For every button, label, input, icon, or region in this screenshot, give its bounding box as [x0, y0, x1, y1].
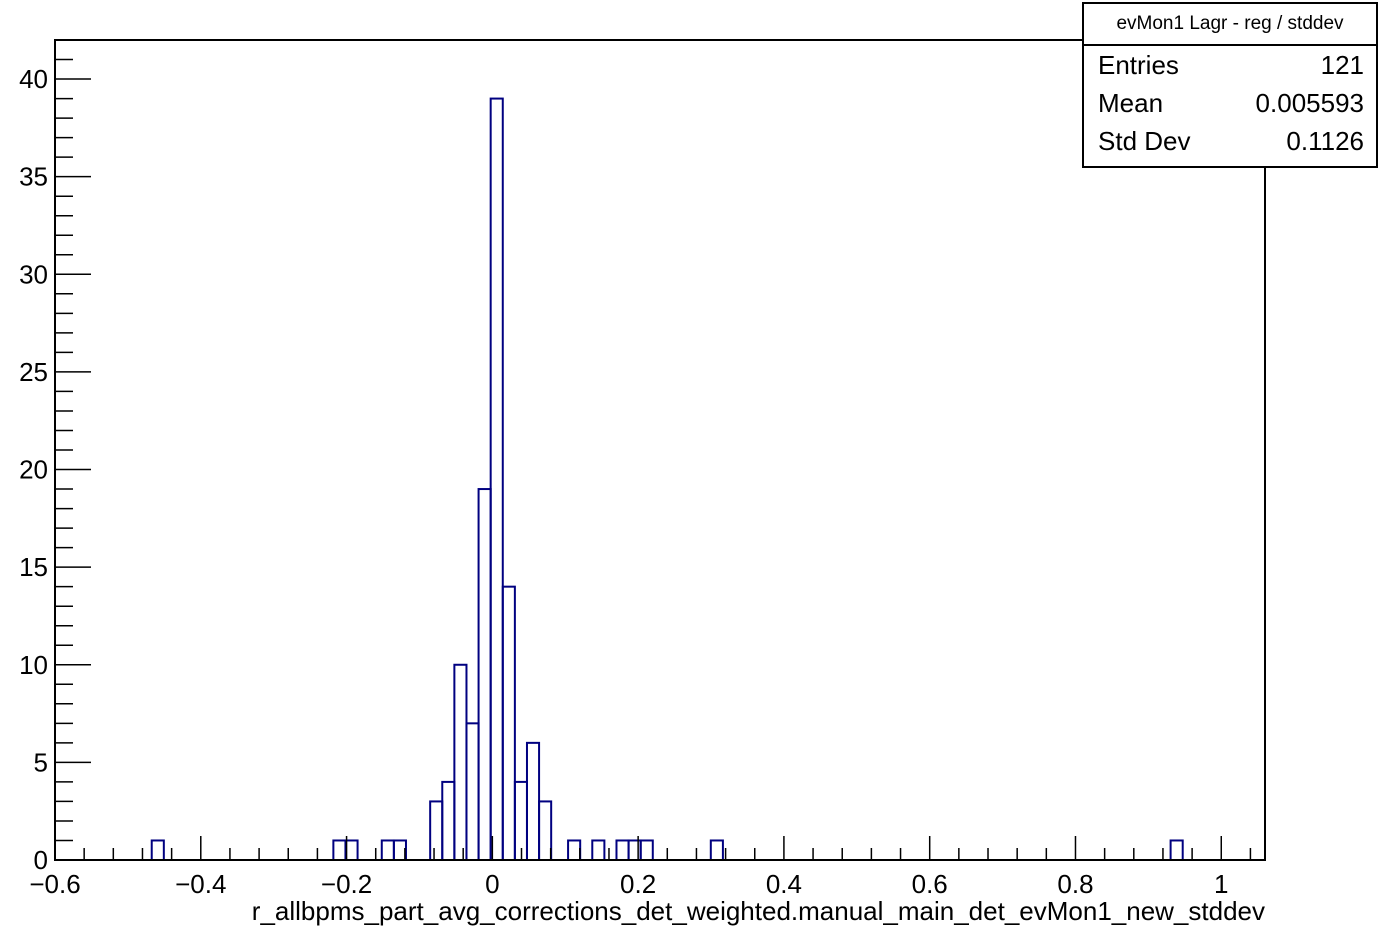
histogram-bin [465, 722, 480, 861]
histogram-bin [429, 800, 444, 862]
histogram-bin [615, 839, 630, 862]
histogram-bin [639, 839, 654, 862]
y-tick-label: 30 [19, 259, 48, 289]
y-tick-label: 0 [34, 845, 48, 875]
histogram-bin [525, 741, 541, 861]
histogram-bin [150, 839, 165, 862]
stats-box: evMon1 Lagr - reg / stddev Entries 121 M… [1082, 2, 1378, 168]
x-tick-label: 0.4 [766, 869, 802, 899]
stats-value: 0.005593 [1255, 87, 1364, 118]
stats-label: Mean [1098, 87, 1164, 118]
stats-row-mean: Mean 0.005593 [1084, 84, 1376, 122]
x-tick-label: −0.6 [29, 869, 80, 899]
stats-value: 121 [1320, 49, 1364, 80]
histogram-bin [538, 800, 553, 862]
axis-ticks [54, 58, 1252, 861]
x-axis-title: r_allbpms_part_avg_corrections_det_weigh… [252, 896, 1265, 926]
y-tick-label: 10 [19, 650, 48, 680]
histogram-bin [441, 780, 456, 862]
histogram-bin [709, 839, 724, 862]
histogram-bin [501, 585, 516, 862]
stats-row-entries: Entries 121 [1084, 46, 1376, 84]
x-tick-labels: −0.6 −0.4 −0.2 0 0.2 0.4 0.6 0.8 1 [29, 869, 1228, 899]
histogram-bin [332, 839, 347, 862]
y-tick-labels: 0 5 10 15 20 25 30 35 40 [19, 64, 48, 875]
x-tick-label: −0.4 [175, 869, 226, 899]
x-tick-label: 0.8 [1057, 869, 1093, 899]
stats-title: evMon1 Lagr - reg / stddev [1084, 4, 1376, 46]
stats-label: Entries [1098, 49, 1179, 80]
histogram-bars [55, 97, 1265, 862]
stats-value: 0.1126 [1286, 125, 1364, 156]
x-tick-label: 0 [485, 869, 499, 899]
stats-row-stddev: Std Dev 0.1126 [1084, 122, 1376, 160]
y-tick-label: 35 [19, 162, 48, 192]
histogram-bin [453, 663, 468, 861]
y-tick-label: 15 [19, 552, 48, 582]
y-tick-label: 20 [19, 455, 48, 485]
histogram-bin [380, 839, 395, 862]
histogram-bin [1169, 839, 1184, 862]
histogram-bin [477, 488, 492, 861]
x-tick-label: 0.2 [620, 869, 656, 899]
histogram-bin [489, 97, 504, 862]
y-tick-label: 5 [34, 747, 48, 777]
x-tick-label: 1 [1214, 869, 1228, 899]
x-tick-label: −0.2 [321, 869, 372, 899]
y-tick-label: 25 [19, 357, 48, 387]
histogram-bin [567, 839, 582, 862]
stats-label: Std Dev [1098, 125, 1191, 156]
histogram-bin [591, 839, 606, 862]
y-tick-label: 40 [19, 64, 48, 94]
x-tick-label: 0.6 [912, 869, 948, 899]
